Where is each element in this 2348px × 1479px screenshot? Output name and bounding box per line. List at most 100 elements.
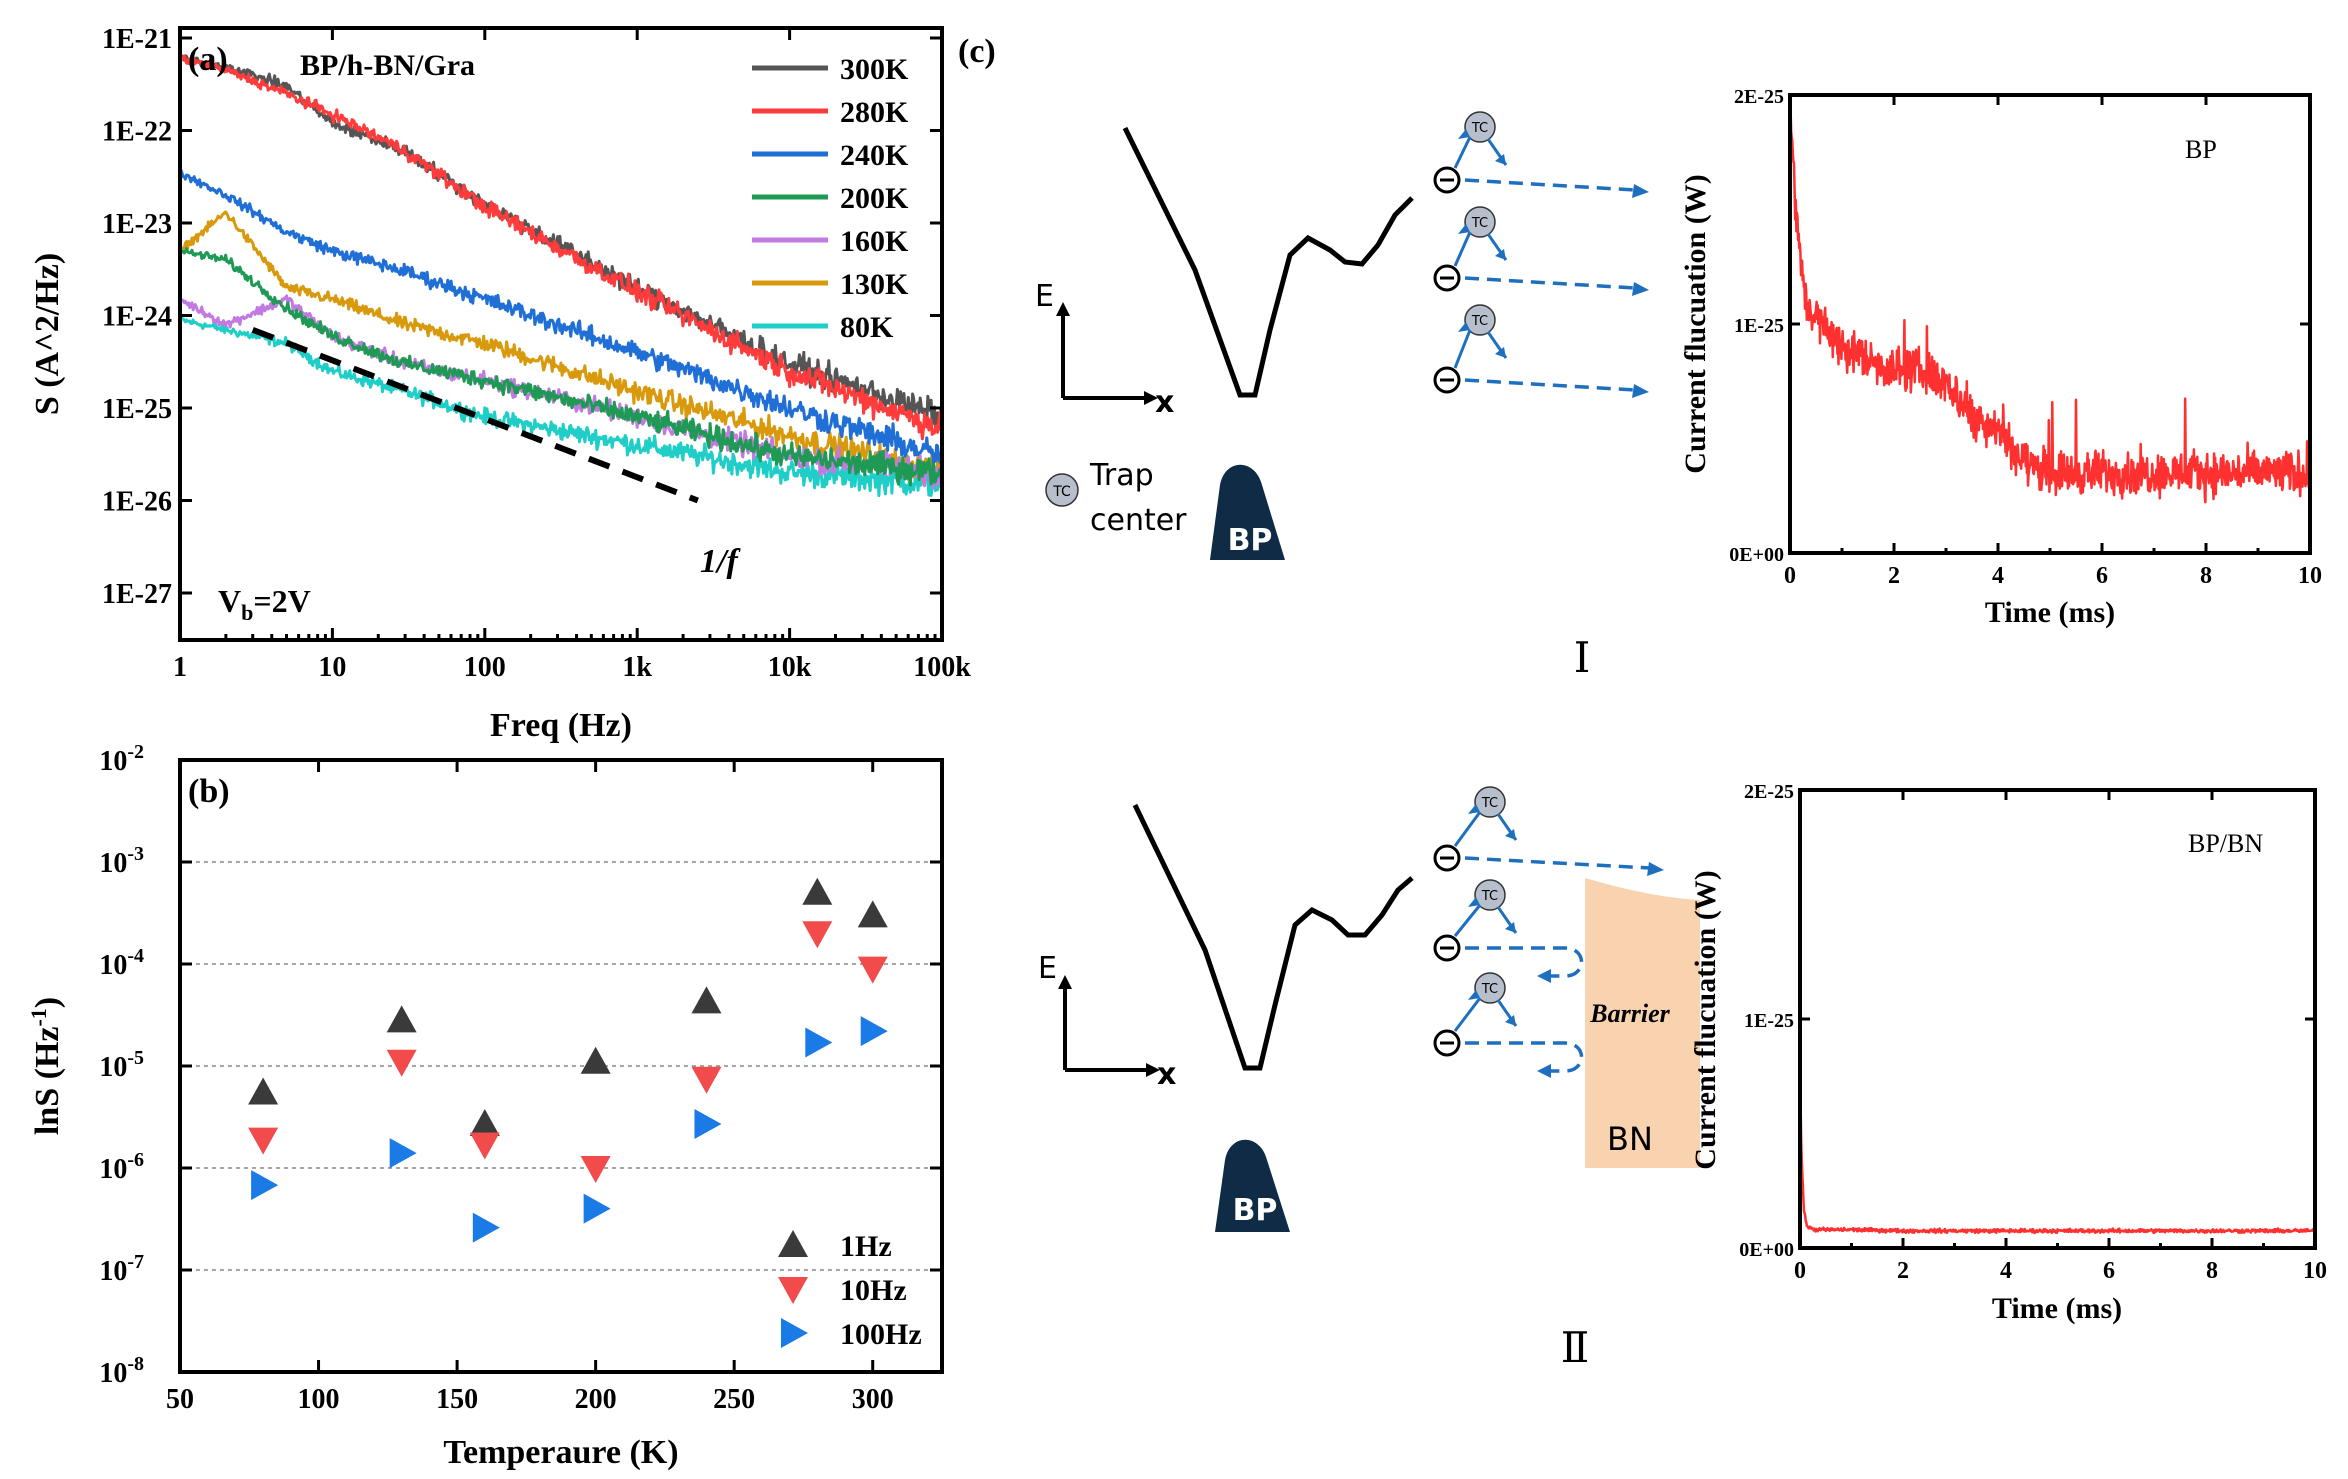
capture-arrow	[1453, 811, 1482, 847]
a-legend-label-280K: 280K	[840, 96, 909, 129]
c1-x-tick-label: 10	[2298, 563, 2322, 589]
c1-x-tick-label: 0	[1784, 563, 1796, 589]
transport-arrowhead	[1632, 282, 1649, 296]
c2-x-axis-arrowhead	[1146, 1063, 1160, 1077]
c1-x-tick-label: 4	[1992, 563, 2004, 589]
b-legend-label-10Hz: 10Hz	[840, 1274, 907, 1307]
reflected-arrowhead	[1537, 1064, 1551, 1078]
c1-case-label: Ⅰ	[1574, 636, 1591, 682]
reflected-dashed-arrow	[1465, 946, 1584, 978]
a-legend-label-200K: 200K	[840, 182, 909, 215]
b-point-100Hz	[583, 1193, 611, 1224]
b-point-1Hz	[469, 1109, 500, 1137]
b-point-1Hz	[691, 986, 722, 1014]
c1-x-label: x	[1155, 385, 1174, 420]
c2-schematic: E x Barrier BN TC TC TC BP Ⅱ	[1038, 786, 1700, 1372]
c1-y-tick-label: 0E+00	[1729, 544, 1784, 566]
b-panel-label: (b)	[188, 773, 230, 810]
panel-b-temperature-scatter: 10-2 10-3 10-4 10-5 10-6 10-7 10-8 50 100 150 200 2…	[26, 741, 944, 1471]
c1-bp-tip	[1210, 464, 1285, 560]
c1-annotation: BP	[2185, 135, 2217, 164]
trap-center-tc-label: TC	[1481, 982, 1498, 997]
a-chart-title: BP/h-BN/Gra	[300, 49, 475, 82]
b-y-title-sup: -1	[26, 1008, 51, 1026]
panel-a-noise-spectrum: 1 10 100 1k 10k 100k 1E-21 1E-22 1E-23 1E-24 1E-25…	[29, 24, 971, 744]
a-legend-label-300K: 300K	[840, 53, 909, 86]
b-point-10Hz	[386, 1049, 417, 1077]
c2-annotation: BP/BN	[2188, 829, 2263, 858]
trap-center-icon	[1464, 111, 1496, 143]
a-bias-rest: =2V	[253, 583, 310, 619]
a-x-tick-label: 10	[318, 652, 346, 683]
capture-arrowhead	[1458, 322, 1470, 332]
c2-trap-group: TC TC TC	[1433, 786, 1664, 1078]
c2-bp-tip	[1215, 1139, 1290, 1232]
b-y-tick-label: 10-4	[99, 945, 144, 981]
b-y-title-main: lnS (Hz	[29, 1027, 66, 1136]
c2-series-layer	[1798, 1076, 2317, 1235]
c2-y-axis-title: Current flucuation (W)	[1689, 870, 1722, 1169]
c1-trap-group: TC TC TC	[1433, 111, 1649, 398]
capture-arrow	[1453, 904, 1482, 937]
c2-y-tick-label: 0E+00	[1739, 1239, 1794, 1261]
trap-center-tc-label: TC	[1471, 216, 1488, 231]
b-legend-marker-10Hz	[778, 1277, 808, 1304]
b-point-10Hz	[802, 921, 833, 949]
c2-axis-ticks: 0 2 4 6 8 10 0E+00 1E-25 2E-25	[1739, 781, 2327, 1284]
b-x-tick-label: 300	[852, 1384, 894, 1415]
c2-x-tick-label: 8	[2206, 1258, 2218, 1284]
a-y-tick-label: 1E-25	[102, 394, 172, 425]
a-series-line-80K	[178, 315, 943, 497]
c1-y-tick-label: 2E-25	[1734, 86, 1784, 108]
b-y-tick-label: 10-8	[99, 1353, 144, 1389]
b-legend-marker-100Hz	[781, 1318, 808, 1348]
trap-center-tc-label: TC	[1481, 889, 1498, 904]
a-y-axis-title: S (A^2/Hz)	[29, 253, 66, 415]
b-point-1Hz	[802, 877, 833, 905]
c1-trap-label-line1: Trap	[1089, 458, 1154, 493]
b-y-tick-label: 10-5	[99, 1047, 144, 1083]
c2-y-tick-label: 2E-25	[1744, 781, 1794, 803]
c1-trap-legend-tc: TC	[1052, 484, 1071, 500]
a-x-tick-label: 100k	[913, 652, 971, 683]
c1-series-layer	[1788, 94, 2312, 504]
c1-axis-ticks: 0 2 4 6 8 10 0E+00 1E-25 2E-25	[1729, 86, 2322, 589]
b-point-1Hz	[580, 1046, 611, 1074]
a-panel-label: (a)	[188, 41, 228, 78]
b-x-tick-label: 50	[166, 1384, 194, 1415]
c1-energy-profile	[1122, 126, 1414, 398]
transport-dashed-arrow	[1464, 178, 1636, 192]
b-point-1Hz	[857, 900, 888, 928]
b-x-tick-label: 250	[713, 1384, 755, 1415]
a-legend-label-240K: 240K	[840, 139, 909, 172]
reflected-arrowhead	[1537, 969, 1551, 983]
transport-arrowhead	[1632, 384, 1649, 398]
c2-noise-plot: 0 2 4 6 8 10 0E+00 1E-25 2E-25 BP/BN Time (ms) C…	[1689, 781, 2327, 1325]
transport-dashed-arrow	[1464, 378, 1636, 392]
a-series-layer	[178, 54, 944, 497]
transport-dashed-arrow	[1464, 276, 1636, 290]
c1-x-tick-label: 2	[1888, 563, 1900, 589]
c2-x-axis-title: Time (ms)	[1992, 1292, 2122, 1325]
capture-arrowhead	[1468, 897, 1480, 907]
capture-arrowhead	[1468, 990, 1480, 1000]
emission-arrowhead	[1505, 1015, 1516, 1026]
b-point-1Hz	[248, 1077, 279, 1105]
c1-schematic: E x TC TC TC TC Trap center BP Ⅰ	[1035, 111, 1649, 682]
b-x-tick-label: 150	[436, 1384, 478, 1415]
emission-arrowhead	[1505, 922, 1516, 933]
a-legend: 300K 280K 240K 200K 160K 130K 80K	[752, 53, 909, 344]
a-series-line-240K	[179, 168, 944, 464]
a-x-tick-label: 100	[464, 652, 506, 683]
c1-y-tick-label: 1E-25	[1734, 315, 1784, 337]
c2-bp-label: BP	[1233, 1193, 1278, 1228]
c2-x-tick-label: 0	[1794, 1258, 1806, 1284]
c-panel-label: (c)	[958, 33, 996, 70]
b-point-1Hz	[386, 1005, 417, 1033]
b-gridlines	[180, 861, 942, 1271]
trap-center-icon	[1464, 206, 1496, 238]
capture-arrow	[1453, 231, 1472, 267]
a-y-tick-label: 1E-26	[102, 487, 172, 518]
b-point-10Hz	[691, 1066, 722, 1094]
trap-center-tc-label: TC	[1471, 314, 1488, 329]
